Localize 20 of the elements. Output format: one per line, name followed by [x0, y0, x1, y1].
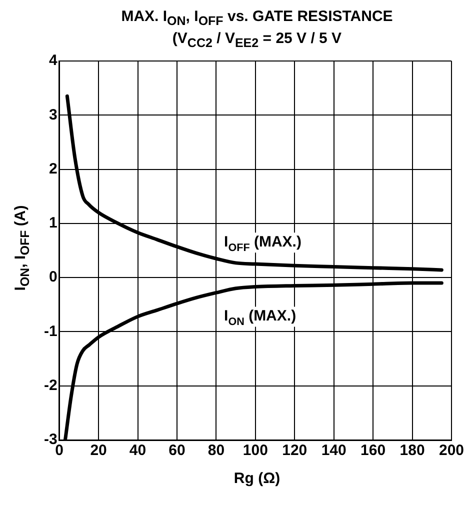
x-tick-label: 80	[208, 442, 225, 460]
chart-title: MAX. I$_{ON}$, I$_{OFF}$ vs. GATE RESISTANCE	[120, 8, 394, 30]
y-tick-label: 1	[48, 214, 58, 232]
y-tick-label: 3	[48, 106, 58, 124]
x-tick-label: 180	[400, 442, 425, 460]
y-tick-label: -1	[44, 322, 58, 340]
x-tick-label: 100	[242, 442, 268, 460]
y-tick-label: 0	[48, 268, 58, 286]
x-tick-label: 120	[282, 442, 308, 460]
x-tick-label: 200	[438, 442, 464, 460]
x-axis-title: Rg (Ω)	[232, 470, 282, 487]
x-tick-label: 40	[129, 442, 146, 460]
y-tick-label: 4	[48, 52, 58, 70]
x-tick-label: 160	[360, 442, 386, 460]
x-tick-label: 20	[90, 442, 107, 460]
y-tick-label: 2	[48, 160, 58, 178]
x-tick-label: 140	[321, 442, 346, 460]
chart-subtitle: (V$_{CC2}$ / V$_{EE2}$ = 25 V / 5 V	[171, 30, 343, 52]
x-tick-label: 60	[168, 442, 186, 460]
y-tick-label: -2	[44, 377, 58, 394]
